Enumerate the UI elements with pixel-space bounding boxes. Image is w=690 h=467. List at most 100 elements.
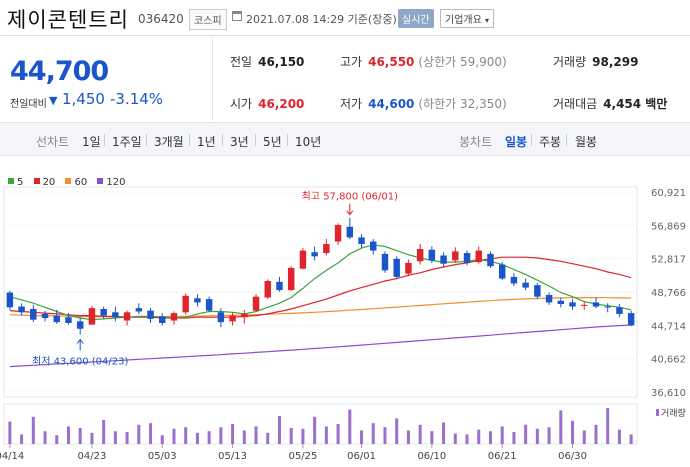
max-arrow-icon bbox=[346, 203, 354, 216]
candle-body bbox=[522, 282, 529, 288]
candle-body bbox=[217, 312, 225, 323]
plot-frame bbox=[3, 186, 638, 398]
company-info-dropdown[interactable]: 기업개요 ▾ bbox=[440, 9, 495, 28]
stock-code: 036420 bbox=[138, 12, 184, 26]
divider bbox=[146, 134, 147, 146]
volume-bar bbox=[442, 422, 446, 444]
x-tick-label: 06/21 bbox=[488, 451, 517, 462]
legend-ma120: 120 bbox=[97, 177, 126, 188]
market-badge: 코스피 bbox=[189, 9, 227, 30]
divider bbox=[189, 134, 190, 146]
divider bbox=[222, 134, 223, 146]
period-10y[interactable]: 10년 bbox=[295, 135, 322, 149]
period-1y[interactable]: 1년 bbox=[197, 135, 216, 149]
candle-body bbox=[135, 308, 143, 312]
volume-bar bbox=[254, 426, 258, 444]
candle-body bbox=[604, 306, 611, 308]
candle-body bbox=[311, 252, 318, 257]
quote-datetime: 2021.07.08 14:29 기준(장중) bbox=[246, 13, 397, 26]
stat-low-label: 저가 bbox=[340, 97, 363, 111]
volume-bar bbox=[8, 421, 12, 444]
ma5-line bbox=[9, 244, 632, 321]
volume-bar bbox=[324, 426, 328, 444]
candle-weekly[interactable]: 주봉 bbox=[539, 135, 562, 149]
candle-body bbox=[416, 248, 424, 262]
stat-volume-value: 98,299 bbox=[592, 55, 639, 69]
volume-bar bbox=[137, 424, 141, 444]
volume-bar bbox=[90, 432, 94, 444]
volume-bar bbox=[629, 434, 633, 444]
period-3y[interactable]: 3년 bbox=[230, 135, 249, 149]
x-tick-label: 05/13 bbox=[218, 451, 247, 462]
candle-body bbox=[358, 237, 365, 245]
x-tick-label: 05/25 bbox=[289, 451, 318, 462]
stat-amount-value: 4,454 백만 bbox=[603, 97, 668, 111]
candle-body bbox=[252, 296, 260, 311]
divider bbox=[104, 134, 105, 146]
volume-bar bbox=[559, 410, 563, 444]
volume-bar bbox=[207, 431, 211, 444]
min-annotation: 최저 43,600 (04/23) bbox=[32, 355, 128, 367]
period-3m[interactable]: 3개월 bbox=[154, 135, 184, 149]
legend-ma20-label: 20 bbox=[42, 177, 56, 188]
legend-ma20: 20 bbox=[33, 177, 56, 188]
volume-legend: 거래량 bbox=[661, 407, 686, 419]
price-panel: 44,700 전일대비 ▼ 1,450 -3.14% bbox=[0, 37, 213, 121]
volume-bar bbox=[231, 424, 235, 444]
candle-body bbox=[30, 308, 37, 320]
candle-body bbox=[498, 264, 506, 279]
candle-body bbox=[194, 298, 201, 303]
stat-low: 저가 44,600 (하한가 32,350) bbox=[340, 95, 507, 112]
volume-bar bbox=[172, 428, 176, 444]
volume-bar bbox=[383, 427, 387, 444]
volume-bar bbox=[113, 431, 117, 444]
volume-bar bbox=[31, 416, 35, 444]
volume-bar bbox=[360, 430, 364, 444]
y-tick-label: 36,610 bbox=[651, 388, 686, 399]
candle-body bbox=[569, 302, 576, 307]
line-chart-label[interactable]: 선차트 bbox=[36, 135, 70, 149]
candle-body bbox=[276, 281, 283, 291]
candle-body bbox=[616, 307, 623, 314]
volume-bar bbox=[465, 434, 469, 444]
period-1w[interactable]: 1주일 bbox=[112, 135, 142, 149]
period-5y[interactable]: 5년 bbox=[263, 135, 282, 149]
divider bbox=[287, 134, 288, 146]
candle-body bbox=[346, 226, 354, 238]
x-tick-label: 04/23 bbox=[78, 451, 107, 462]
volume-bar bbox=[277, 416, 281, 444]
volume-bar bbox=[195, 432, 199, 444]
volume-bar bbox=[348, 409, 352, 444]
x-tick-label: 05/03 bbox=[148, 451, 177, 462]
candle-body bbox=[452, 251, 459, 261]
candle-body bbox=[205, 299, 213, 311]
company-info-label: 기업개요 bbox=[445, 15, 482, 26]
candle-body bbox=[405, 262, 412, 274]
stock-name: 제이콘텐트리 bbox=[7, 8, 129, 32]
stat-open-value: 46,200 bbox=[258, 97, 305, 111]
candle-monthly[interactable]: 월봉 bbox=[575, 135, 598, 149]
volume-bar bbox=[43, 431, 47, 444]
candle-body bbox=[65, 317, 72, 323]
candle-body bbox=[100, 308, 107, 316]
period-1d[interactable]: 1일 bbox=[82, 135, 101, 149]
volume-bar bbox=[20, 434, 24, 444]
candle-chart-label[interactable]: 봉차트 bbox=[459, 135, 493, 149]
legend-ma60-label: 60 bbox=[74, 177, 88, 188]
candle-body bbox=[182, 295, 189, 313]
candle-body bbox=[557, 300, 565, 305]
volume-legend-swatch bbox=[656, 409, 659, 416]
candle-body bbox=[381, 253, 389, 271]
price-change-pct: -3.14% bbox=[110, 90, 164, 108]
stat-lower-limit: (하한가 32,350) bbox=[418, 97, 507, 111]
volume-bar bbox=[430, 431, 434, 444]
chevron-down-icon: ▾ bbox=[485, 16, 490, 25]
candle-daily[interactable]: 일봉 bbox=[505, 135, 528, 149]
stat-open-label: 시가 bbox=[230, 97, 253, 111]
volume-frame bbox=[3, 403, 638, 445]
stat-open: 시가 46,200 bbox=[230, 95, 304, 112]
volume-bar bbox=[313, 416, 317, 444]
stat-volume-label: 거래량 bbox=[553, 55, 587, 69]
realtime-button[interactable]: 실시간 bbox=[398, 9, 434, 28]
legend-ma120-label: 120 bbox=[106, 177, 126, 188]
